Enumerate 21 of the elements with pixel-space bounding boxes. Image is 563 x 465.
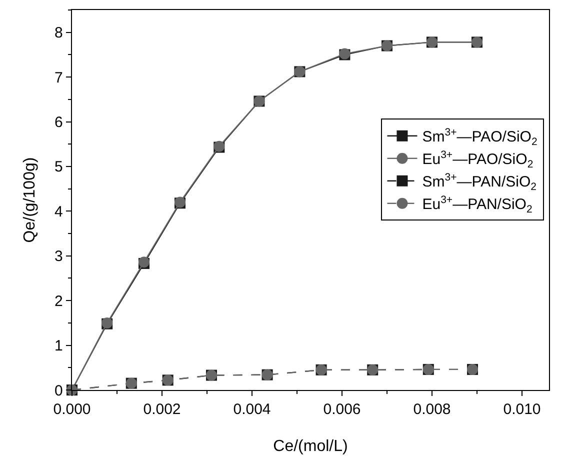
x-tick-label: 0.004	[233, 401, 271, 418]
x-tick-label: 0.002	[143, 401, 181, 418]
x-tick-label: 0.010	[503, 401, 541, 418]
legend-label: Sm$^{3+}$—PAO/SiO$_{2}$	[422, 126, 538, 148]
y-axis-title: Qe/(g/100g)	[21, 157, 38, 243]
x-axis-title: Ce/(mol/L)	[273, 438, 348, 455]
x-tick-label: 0.008	[413, 401, 451, 418]
y-tick-label: 7	[54, 69, 63, 86]
legend-label: Sm$^{3+}$—PAN/SiO$_{2}$	[422, 171, 537, 193]
y-tick-label: 0	[54, 382, 63, 400]
legend-label: Eu$^{3+}$—PAO/SiO$_{2}$	[422, 148, 534, 170]
y-tick-label: 6	[54, 114, 63, 132]
y-tick-label: 4	[54, 203, 63, 220]
y-tick-label: 1	[54, 338, 63, 355]
y-tick-label: 2	[54, 292, 63, 310]
y-tick-label: 8	[54, 24, 63, 42]
y-tick-label: 5	[54, 158, 63, 176]
x-tick-label: 0.006	[323, 401, 361, 418]
y-tick-label: 3	[54, 248, 63, 266]
x-tick-label: 0.000	[53, 401, 91, 418]
legend-label: Eu$^{3+}$—PAN/SiO$_{2}$	[422, 194, 532, 216]
